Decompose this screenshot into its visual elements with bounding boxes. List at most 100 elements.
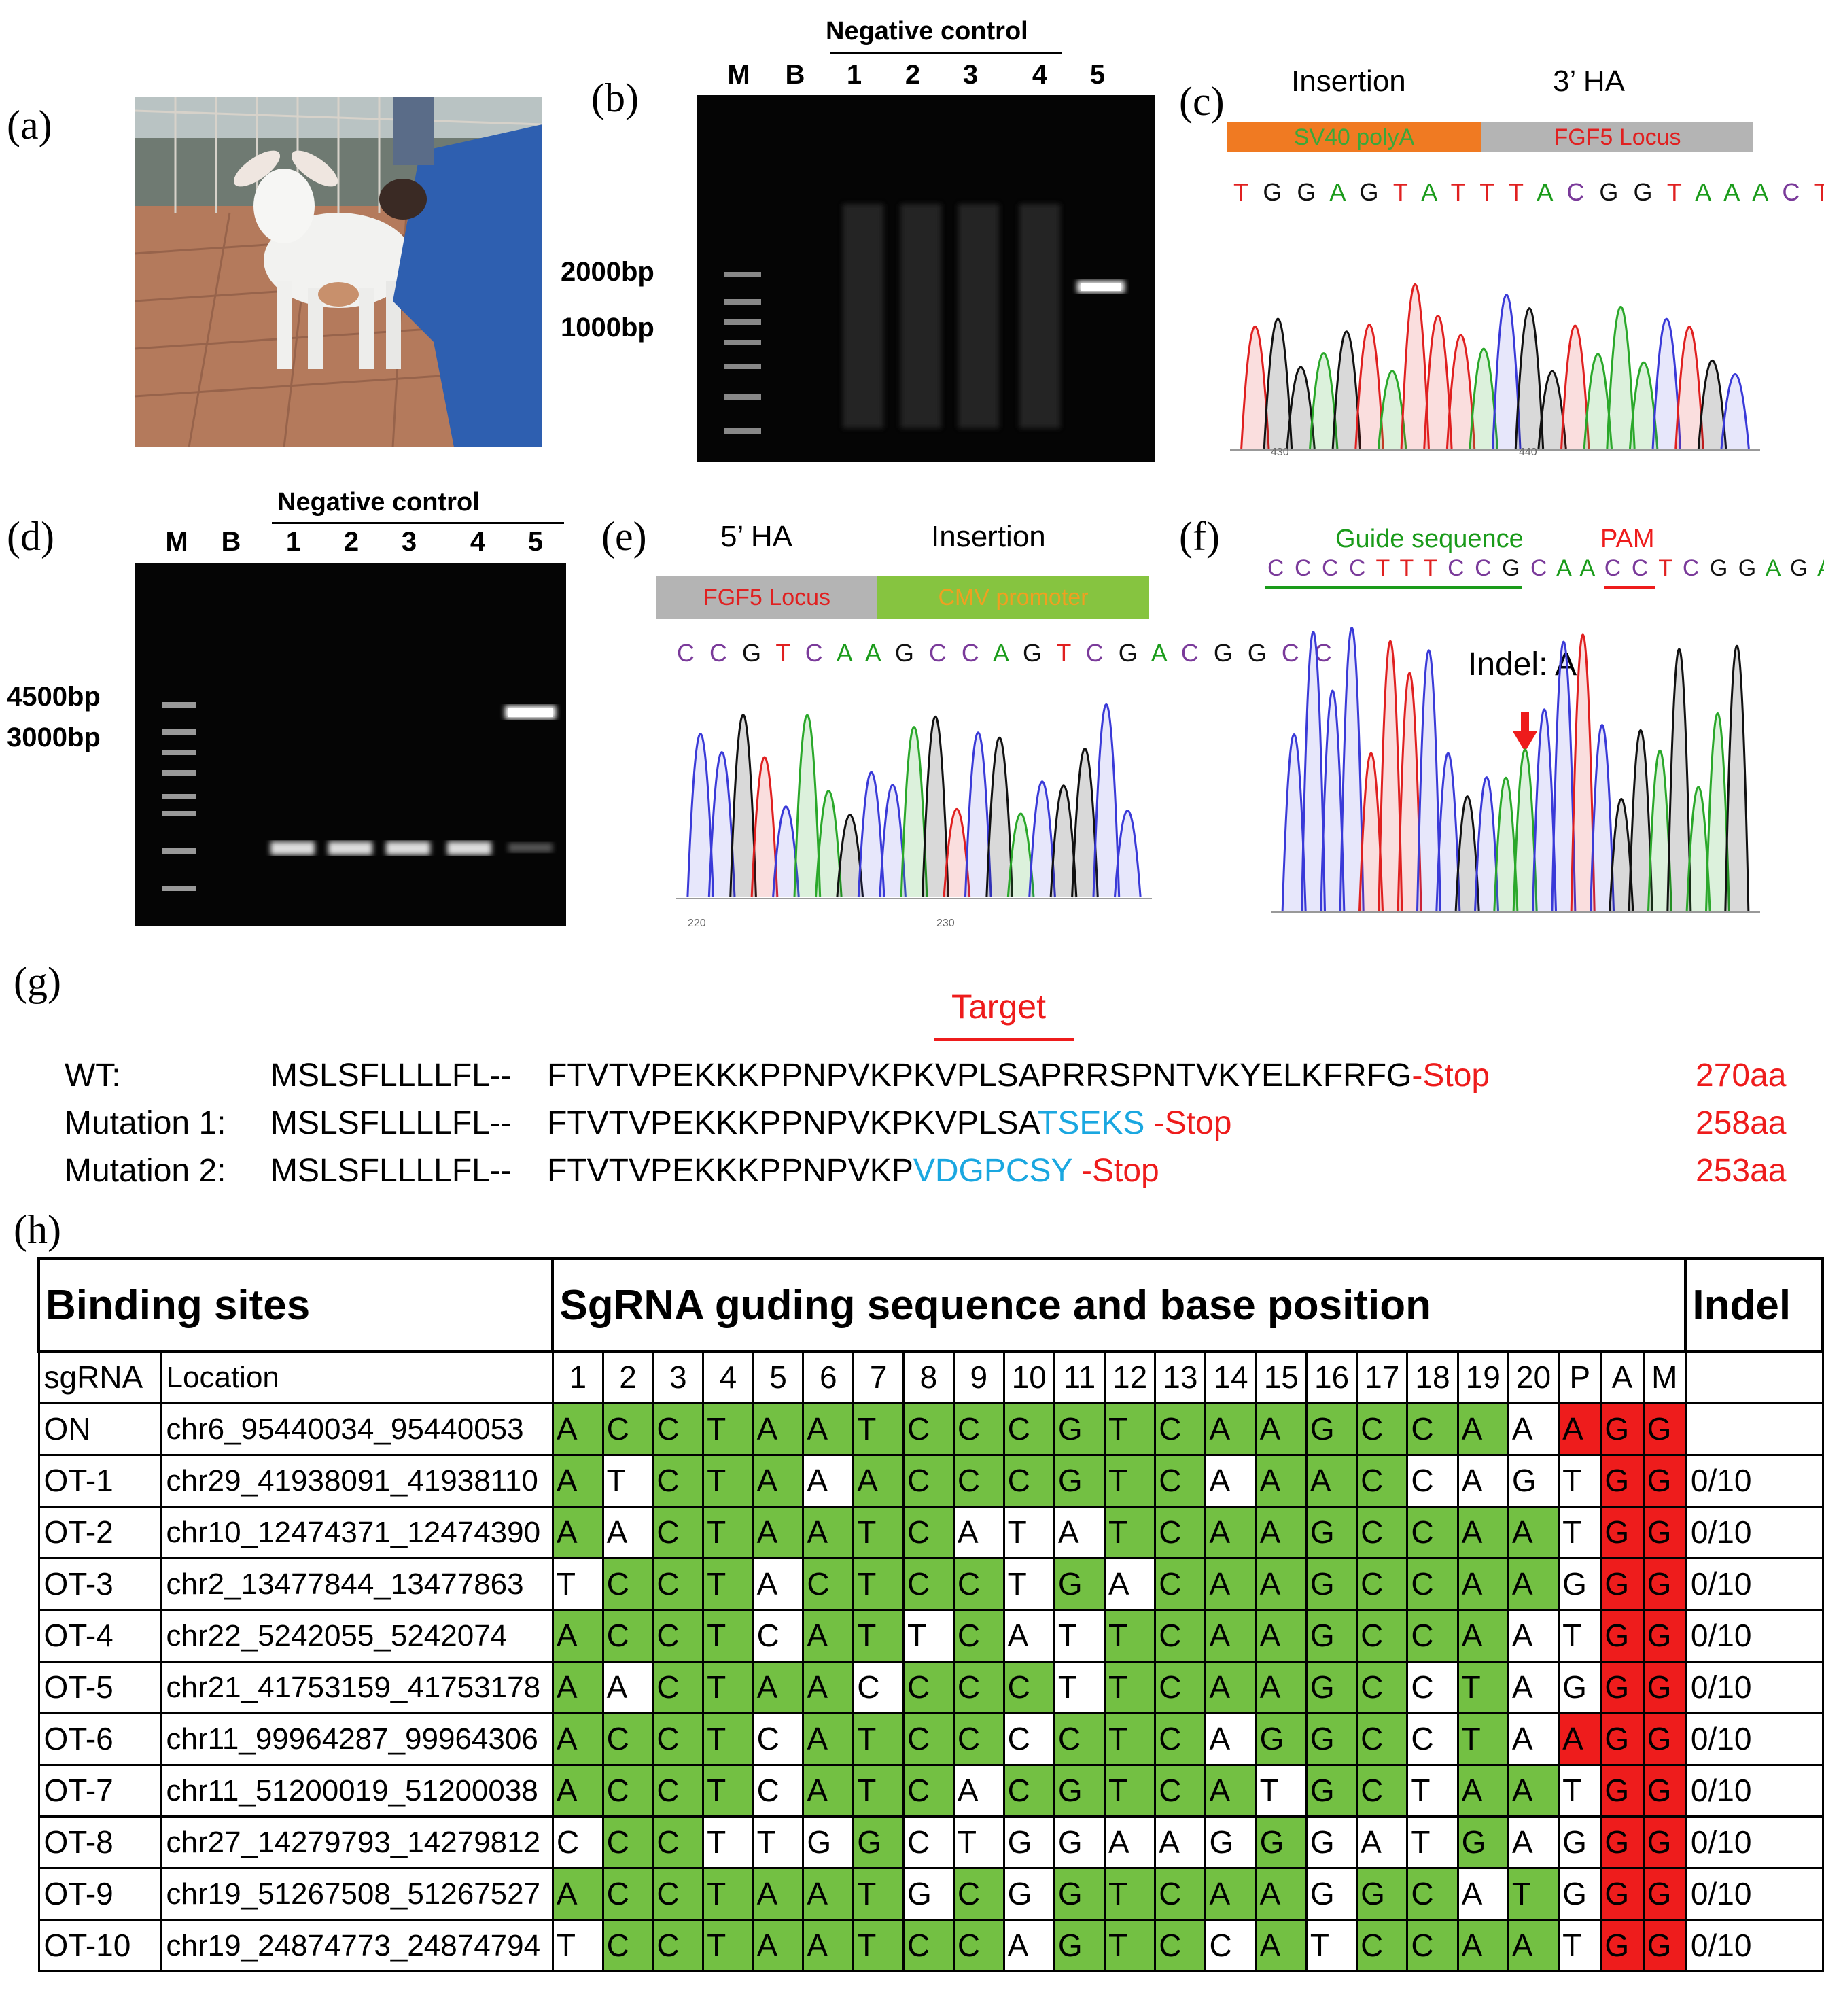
base-cell: T: [1305, 1919, 1358, 1972]
chromatogram-peak: [1537, 370, 1567, 449]
panel-label-e: (e): [601, 514, 647, 559]
base-cell: C: [952, 1712, 1005, 1766]
base-cell: C: [601, 1402, 654, 1456]
position-5: 5: [752, 1350, 805, 1404]
base-t: T: [1666, 178, 1686, 206]
target-label: Target: [951, 988, 1046, 1026]
base-cell: T: [1103, 1712, 1157, 1766]
sequence-stop: -Stop: [1144, 1105, 1232, 1141]
site-location: chr19_24874773_24874794: [160, 1919, 554, 1972]
chromatogram-peak: [1354, 324, 1384, 449]
base-cell: G: [1600, 1506, 1645, 1559]
base-cell: C: [752, 1712, 805, 1766]
base-cell: C: [601, 1712, 654, 1766]
lane-label-4: 4: [470, 527, 486, 557]
base-a: A: [1151, 639, 1170, 667]
gel-b-size-2000: 2000bp: [561, 257, 654, 287]
base-cell: G: [1558, 1867, 1602, 1921]
base-cell: T: [852, 1402, 905, 1456]
site-location: chr11_51200019_51200038: [160, 1764, 554, 1818]
variant-name: WT:: [65, 1058, 121, 1094]
sequence-seq: FTVTVPEKKKPPNPVKPKVPLSAPRRSPNTVKYELKFRFG: [547, 1058, 1412, 1094]
base-cell: A: [1103, 1557, 1157, 1611]
base-a: A: [992, 639, 1012, 667]
chromatogram-peak: [1358, 752, 1384, 911]
chromatogram-peak: [1397, 672, 1422, 911]
base-cell: C: [601, 1919, 654, 1972]
base-cell: C: [601, 1867, 654, 1921]
base-cell: C: [902, 1454, 955, 1508]
indel-value: 0/10: [1684, 1815, 1824, 1869]
base-c: C: [1475, 555, 1494, 581]
chromatogram-peak: [1590, 724, 1615, 911]
base-cell: C: [1002, 1402, 1055, 1456]
base-cell: A: [752, 1506, 805, 1559]
chromatogram-peak: [1416, 649, 1441, 911]
position-12: 12: [1103, 1350, 1157, 1404]
base-cell: C: [1154, 1764, 1207, 1818]
chromatogram-peak: [1628, 729, 1653, 911]
base-cell: G: [1305, 1402, 1358, 1456]
base-g: G: [1738, 555, 1759, 581]
table-row: OT-10 chr19_24874773_24874794 T C C T A A T C C A G T…: [37, 1919, 1824, 1972]
base-cell: G: [1642, 1815, 1687, 1869]
base-cell: C: [1154, 1712, 1207, 1766]
base-cell: C: [1154, 1506, 1207, 1559]
base-cell: A: [1507, 1402, 1560, 1456]
base-cell: C: [652, 1557, 705, 1611]
chromatogram-peak: [1705, 712, 1730, 911]
table-row: OT-2 chr10_12474371_12474390 A A C T A A T C A T A T C…: [37, 1506, 1824, 1559]
base-cell: C: [652, 1609, 705, 1663]
indel-value: 0/10: [1684, 1454, 1824, 1508]
base-c: C: [805, 639, 827, 667]
chromatogram-peak: [1281, 733, 1307, 911]
base-cell: T: [902, 1609, 955, 1663]
base-g: G: [894, 639, 918, 667]
base-cell: T: [1558, 1764, 1602, 1818]
base-cell: T: [852, 1712, 905, 1766]
base-cell: G: [1600, 1712, 1645, 1766]
chromatogram-peak: [1647, 749, 1672, 911]
base-cell: A: [1204, 1454, 1257, 1508]
base-cell: T: [1103, 1867, 1157, 1921]
off-target-table: Binding sites SgRNA guding sequence and …: [37, 1257, 1824, 1972]
base-a: A: [1421, 178, 1441, 206]
base-cell: G: [1305, 1506, 1358, 1559]
base-cell: C: [652, 1661, 705, 1714]
base-cell: C: [802, 1557, 855, 1611]
base-cell: A: [1507, 1764, 1560, 1818]
base-cell: G: [1053, 1867, 1106, 1921]
sequence-prefix: MSLSFLLLLFL--: [270, 1153, 512, 1189]
chromatogram-peak: [1492, 294, 1522, 449]
base-a: A: [1556, 555, 1573, 581]
chromatogram-peak: [1532, 708, 1557, 911]
base-cell: C: [1406, 1919, 1459, 1972]
site-id: OT-10: [37, 1919, 162, 1972]
panel-label-g: (g): [14, 959, 61, 1004]
base-cell: T: [852, 1506, 905, 1559]
chromatogram-peak: [729, 714, 757, 898]
base-t: T: [1509, 178, 1528, 206]
chromatogram-peak: [1560, 324, 1590, 449]
base-cell: G: [1642, 1454, 1687, 1508]
base-cell: A: [551, 1661, 604, 1714]
protein-sequence: FTVTVPEKKKPPNPVKPKVPLSATSEKS -Stop: [547, 1105, 1232, 1142]
base-cell: C: [952, 1454, 1005, 1508]
base-cell: C: [551, 1815, 604, 1869]
table-row: OT-6 chr11_99964287_99964306 A C C T C A T C C C C T C…: [37, 1712, 1824, 1766]
base-cell: C: [1154, 1609, 1207, 1663]
base-cell: A: [551, 1402, 604, 1456]
base-cell: A: [802, 1402, 855, 1456]
base-cell: G: [1600, 1867, 1645, 1921]
base-cell: G: [1600, 1609, 1645, 1663]
chromatogram-peak: [1583, 353, 1613, 449]
table-header-sgrna: SgRNA guding sequence and base position: [551, 1257, 1687, 1353]
lane-label-4: 4: [1032, 60, 1048, 90]
position-14: 14: [1204, 1350, 1257, 1404]
base-cell: A: [802, 1661, 855, 1714]
base-cell: C: [1406, 1712, 1459, 1766]
base-cell: A: [802, 1919, 855, 1972]
panel-c-header-left: Insertion: [1291, 65, 1406, 98]
base-cell: C: [952, 1661, 1005, 1714]
base-cell: A: [1204, 1402, 1257, 1456]
